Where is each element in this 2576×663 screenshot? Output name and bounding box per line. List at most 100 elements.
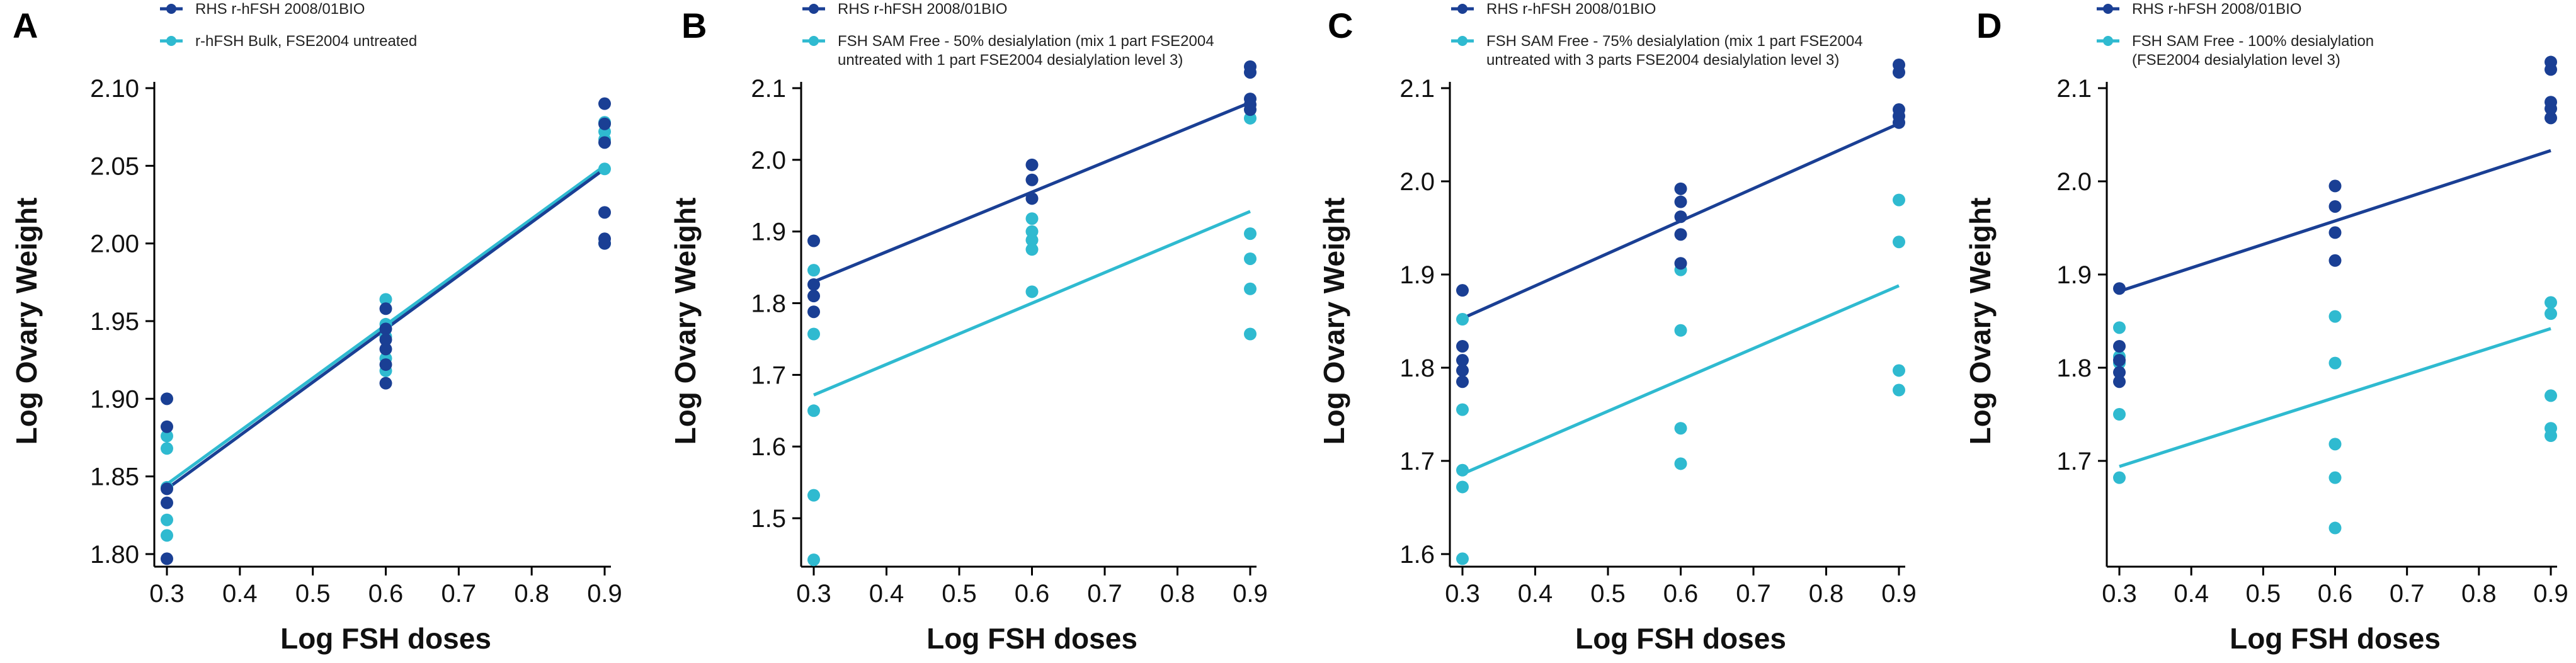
data-point	[2545, 429, 2557, 443]
x-tick-label: 0.5	[942, 580, 977, 608]
panel-b: B RHS r-hFSH 2008/01BIO FSH SAM Free - 50%…	[669, 1, 1268, 655]
data-point	[161, 496, 173, 509]
data-point	[2113, 354, 2126, 367]
y-tick-label: 1.8	[1399, 354, 1435, 382]
axes: 1.6 1.7 1.8 1.9 2.0 2.1 0.3 0.4 0.5 0.6 0.7 0.8 0.9	[1399, 75, 1916, 608]
data-point	[1456, 375, 1469, 388]
data-point	[2328, 356, 2342, 370]
y-tick-label: 2.05	[90, 152, 139, 180]
data-point	[2328, 254, 2342, 267]
data-point	[161, 392, 173, 405]
points-rhs	[2113, 55, 2557, 388]
data-point	[2545, 63, 2557, 76]
x-axis-title: Log FSH doses	[1575, 622, 1786, 655]
data-point	[2113, 471, 2126, 484]
panel-letter: A	[13, 6, 38, 45]
data-point	[2328, 226, 2342, 239]
data-point	[2545, 389, 2557, 402]
y-axis-title: Log Ovary Weight	[1964, 198, 1997, 445]
fit-line	[813, 210, 1251, 397]
data-point	[807, 278, 820, 291]
x-tick-label: 0.4	[869, 580, 904, 608]
series-test	[2119, 327, 2551, 468]
x-tick-label: 0.8	[514, 580, 549, 608]
data-point	[161, 482, 173, 496]
legend-marker	[809, 36, 819, 46]
data-point	[807, 264, 820, 277]
legend: RHS r-hFSH 2008/01BIO FSH SAM Free - 100%…	[2097, 1, 2374, 69]
data-point	[1025, 243, 1039, 256]
data-point	[2113, 408, 2126, 421]
legend-marker	[1457, 36, 1468, 46]
data-point	[2113, 375, 2126, 388]
data-point	[1244, 111, 1257, 125]
x-tick-label: 0.8	[1160, 580, 1195, 608]
data-point	[379, 358, 392, 371]
y-tick-label: 1.90	[90, 385, 139, 413]
y-tick-label: 2.10	[90, 75, 139, 103]
legend-entry: FSH SAM Free - 100% desialylation	[2132, 33, 2374, 50]
data-point	[1674, 195, 1687, 208]
data-point	[807, 305, 820, 319]
data-point	[1025, 173, 1039, 186]
legend-marker	[2103, 4, 2113, 14]
data-point	[1244, 227, 1257, 241]
x-tick-label: 0.5	[295, 580, 331, 608]
legend-marker	[809, 4, 819, 14]
data-point	[598, 237, 611, 250]
x-tick-label: 0.3	[149, 580, 185, 608]
data-point	[1674, 182, 1687, 195]
panel-letter: D	[1976, 6, 2002, 45]
data-point	[1893, 383, 1905, 397]
x-tick-label: 0.9	[1881, 580, 1917, 608]
x-tick-label: 0.3	[2102, 580, 2137, 608]
data-point	[379, 377, 392, 390]
series-test	[813, 210, 1251, 397]
data-point	[1674, 210, 1687, 224]
x-tick-label: 0.3	[1445, 580, 1480, 608]
legend: RHS r-hFSH 2008/01BIO r-hFSH Bulk, FSE200…	[160, 1, 417, 50]
data-point	[1456, 552, 1469, 565]
x-axis-title: Log FSH doses	[926, 622, 1137, 655]
data-point	[379, 293, 392, 306]
data-point	[2545, 296, 2557, 309]
points-test	[1456, 193, 1905, 565]
data-point	[1244, 65, 1257, 79]
data-point	[807, 553, 820, 567]
points-rhs	[161, 97, 611, 565]
x-tick-label: 0.4	[2174, 580, 2209, 608]
data-point	[1025, 225, 1039, 238]
data-point	[2328, 438, 2342, 451]
data-point	[598, 97, 611, 110]
x-tick-label: 0.9	[1233, 580, 1268, 608]
data-point	[161, 513, 173, 526]
axes: 1.7 1.8 1.9 2.0 2.1 0.3 0.4 0.5 0.6 0.7 0.8 0.9	[2056, 75, 2568, 608]
data-point	[379, 343, 392, 356]
data-point	[1244, 282, 1257, 295]
y-tick-label: 1.8	[2056, 354, 2092, 382]
legend-entry: FSH SAM Free - 75% desialylation (mix 1 …	[1486, 33, 1863, 50]
panel-letter: C	[1328, 6, 1353, 45]
points-rhs	[807, 60, 1257, 319]
y-tick-label: 1.7	[751, 361, 786, 389]
data-point	[807, 234, 820, 247]
data-point	[2328, 471, 2342, 484]
legend-entry: RHS r-hFSH 2008/01BIO	[2132, 1, 2301, 18]
panel-c: C RHS r-hFSH 2008/01BIO FSH SAM Free - 75%…	[1318, 1, 1917, 655]
legend-entry: r-hFSH Bulk, FSE2004 untreated	[195, 33, 417, 50]
x-tick-label: 0.5	[1590, 580, 1626, 608]
data-point	[598, 206, 611, 219]
data-point	[161, 529, 173, 542]
data-point	[807, 404, 820, 417]
legend: RHS r-hFSH 2008/01BIO FSH SAM Free - 50% …	[802, 1, 1214, 69]
x-axis-title: Log FSH doses	[2230, 622, 2441, 655]
legend-entry: untreated with 1 part FSE2004 desialylat…	[838, 52, 1183, 69]
data-point	[379, 322, 392, 336]
y-tick-label: 1.6	[751, 433, 786, 461]
y-tick-label: 1.9	[1399, 261, 1435, 289]
data-point	[161, 552, 173, 565]
series-rhs	[2119, 149, 2551, 293]
data-point	[1025, 285, 1039, 298]
y-axis-title: Log Ovary Weight	[669, 198, 702, 445]
